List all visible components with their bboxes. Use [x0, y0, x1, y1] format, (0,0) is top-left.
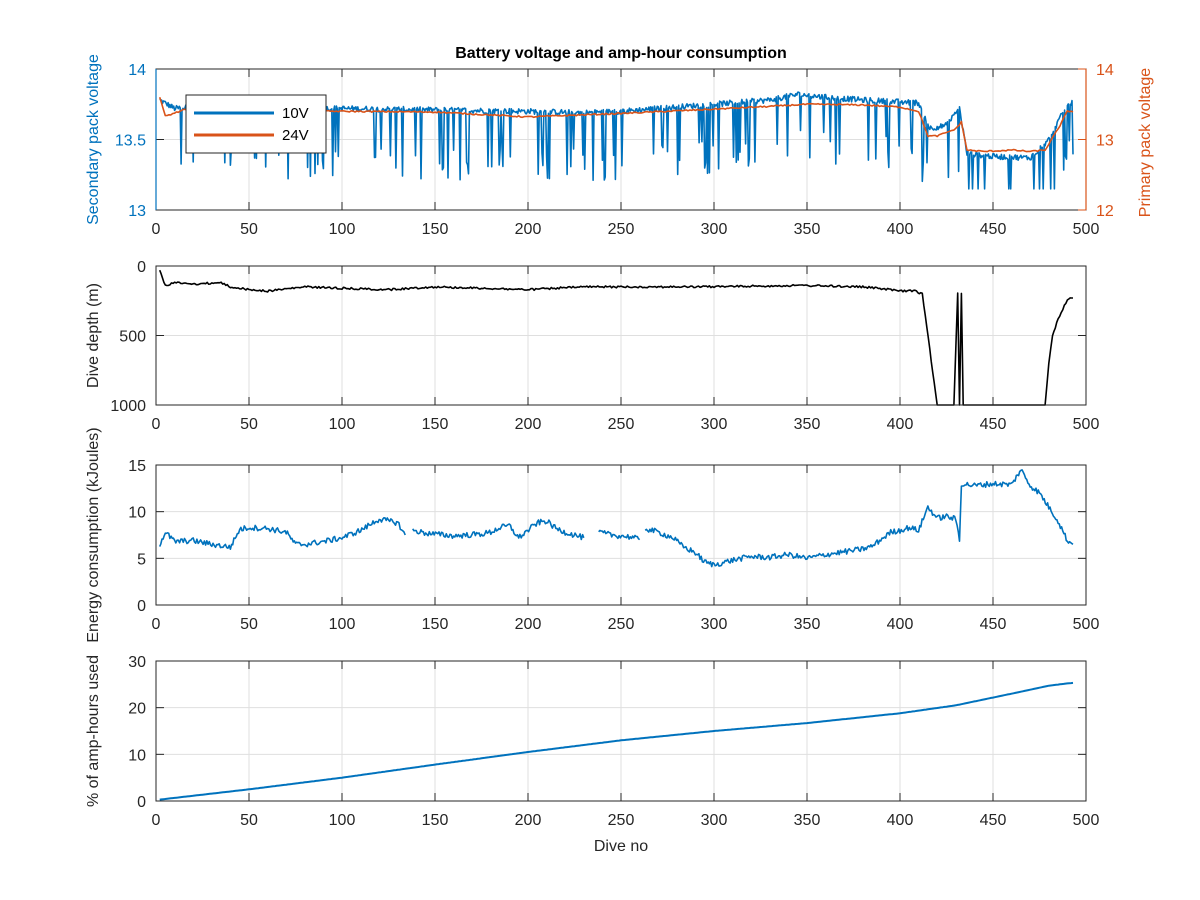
x-tick-label: 50 [240, 812, 258, 829]
x-ticks: 0 50 100 150 200 250 300 350 400 450 500 [152, 465, 1100, 633]
x-tick-label: 100 [329, 221, 356, 238]
y-ticks: 0 10 20 30 [128, 654, 1086, 811]
y-axis-label-right: Primary pack voltage [1137, 68, 1154, 217]
y-ticks: 13 13.5 14 12 13 14 [115, 62, 1114, 220]
x-tick-label: 500 [1073, 416, 1100, 433]
y-axis-label: Secondary pack voltage [85, 54, 102, 225]
x-tick-label: 0 [152, 221, 161, 238]
y-tick-label: 13 [128, 203, 146, 220]
y-ticks: 0 500 1000 [110, 259, 1086, 415]
x-tick-label: 350 [794, 221, 821, 238]
legend-box [185, 94, 327, 154]
x-tick-label: 50 [240, 221, 258, 238]
x-tick-label: 300 [701, 812, 728, 829]
x-ticks: 0 50 100 150 200 250 300 350 400 450 500 [152, 661, 1100, 829]
y-tick-label: 0 [137, 259, 146, 276]
x-tick-label: 450 [980, 616, 1007, 633]
y-tick-label: 13.5 [115, 133, 146, 150]
x-tick-label: 0 [152, 616, 161, 633]
y-axis-label: Energy consumption (kJoules) [85, 427, 102, 642]
y-right-tick-label: 12 [1096, 203, 1114, 220]
x-tick-label: 200 [515, 616, 542, 633]
y-tick-label: 0 [137, 794, 146, 811]
x-tick-label: 350 [794, 416, 821, 433]
series-group [159, 681, 1074, 801]
x-tick-label: 400 [887, 416, 914, 433]
series-line-energy [158, 469, 1074, 568]
x-tick-label: 0 [152, 812, 161, 829]
series-group [158, 469, 1074, 568]
x-tick-label: 500 [1073, 221, 1100, 238]
y-right-tick-label: 14 [1096, 62, 1114, 79]
x-tick-label: 200 [515, 416, 542, 433]
x-tick-label: 450 [980, 812, 1007, 829]
x-tick-label: 250 [608, 616, 635, 633]
x-tick-label: 150 [422, 812, 449, 829]
x-tick-label: 450 [980, 416, 1007, 433]
chart-title: Battery voltage and amp-hour consumption [455, 45, 787, 62]
x-tick-label: 200 [515, 812, 542, 829]
y-tick-label: 10 [128, 505, 146, 522]
y-tick-label: 20 [128, 701, 146, 718]
x-tick-label: 450 [980, 221, 1007, 238]
x-axis-label: Dive no [594, 838, 648, 855]
y-tick-label: 0 [137, 598, 146, 615]
x-tick-label: 100 [329, 616, 356, 633]
x-tick-label: 150 [422, 416, 449, 433]
x-tick-label: 300 [701, 221, 728, 238]
y-tick-label: 14 [128, 62, 146, 79]
y-axis-label: % of amp-hours used [85, 655, 102, 807]
x-tick-label: 400 [887, 812, 914, 829]
series-line-amphours [159, 681, 1074, 801]
x-tick-label: 250 [608, 812, 635, 829]
x-tick-label: 300 [701, 416, 728, 433]
series-group [158, 269, 1073, 406]
legend-entry: 24V [282, 127, 309, 144]
energy-panel: 0 50 100 150 200 250 300 350 400 450 500 0 5 10 15 Ener… [85, 427, 1099, 642]
y-right-tick-label: 13 [1096, 133, 1114, 150]
x-tick-label: 50 [240, 616, 258, 633]
x-tick-label: 50 [240, 416, 258, 433]
series-line-depth [158, 269, 1073, 406]
amphours-panel: 0 50 100 150 200 250 300 350 400 450 500 0 10 20 30 % o… [85, 654, 1099, 855]
y-tick-label: 1000 [110, 398, 146, 415]
x-tick-label: 300 [701, 616, 728, 633]
y-ticks: 0 5 10 15 [128, 458, 1086, 615]
voltage-panel: 0 50 100 150 200 250 300 350 400 450 500 13 13.5 14 12… [85, 45, 1154, 238]
x-tick-label: 500 [1073, 812, 1100, 829]
x-ticks: 0 50 100 150 200 250 300 350 400 450 500 [152, 69, 1100, 238]
y-tick-label: 15 [128, 458, 146, 475]
x-tick-label: 150 [422, 221, 449, 238]
x-tick-label: 100 [329, 416, 356, 433]
x-tick-label: 350 [794, 812, 821, 829]
x-tick-label: 250 [608, 221, 635, 238]
x-tick-label: 350 [794, 616, 821, 633]
depth-panel: 0 50 100 150 200 250 300 350 400 450 500 0 500 1000 Di… [85, 259, 1099, 433]
y-tick-label: 30 [128, 654, 146, 671]
x-tick-label: 400 [887, 221, 914, 238]
x-tick-label: 500 [1073, 616, 1100, 633]
y-tick-label: 5 [137, 551, 146, 568]
x-tick-label: 0 [152, 416, 161, 433]
legend-entry: 10V [282, 105, 309, 122]
x-tick-label: 100 [329, 812, 356, 829]
x-tick-label: 400 [887, 616, 914, 633]
x-tick-label: 150 [422, 616, 449, 633]
x-ticks: 0 50 100 150 200 250 300 350 400 450 500 [152, 266, 1100, 433]
y-tick-label: 500 [119, 329, 146, 346]
x-tick-label: 250 [608, 416, 635, 433]
y-axis-label: Dive depth (m) [85, 283, 102, 388]
y-tick-label: 10 [128, 747, 146, 764]
x-tick-label: 200 [515, 221, 542, 238]
